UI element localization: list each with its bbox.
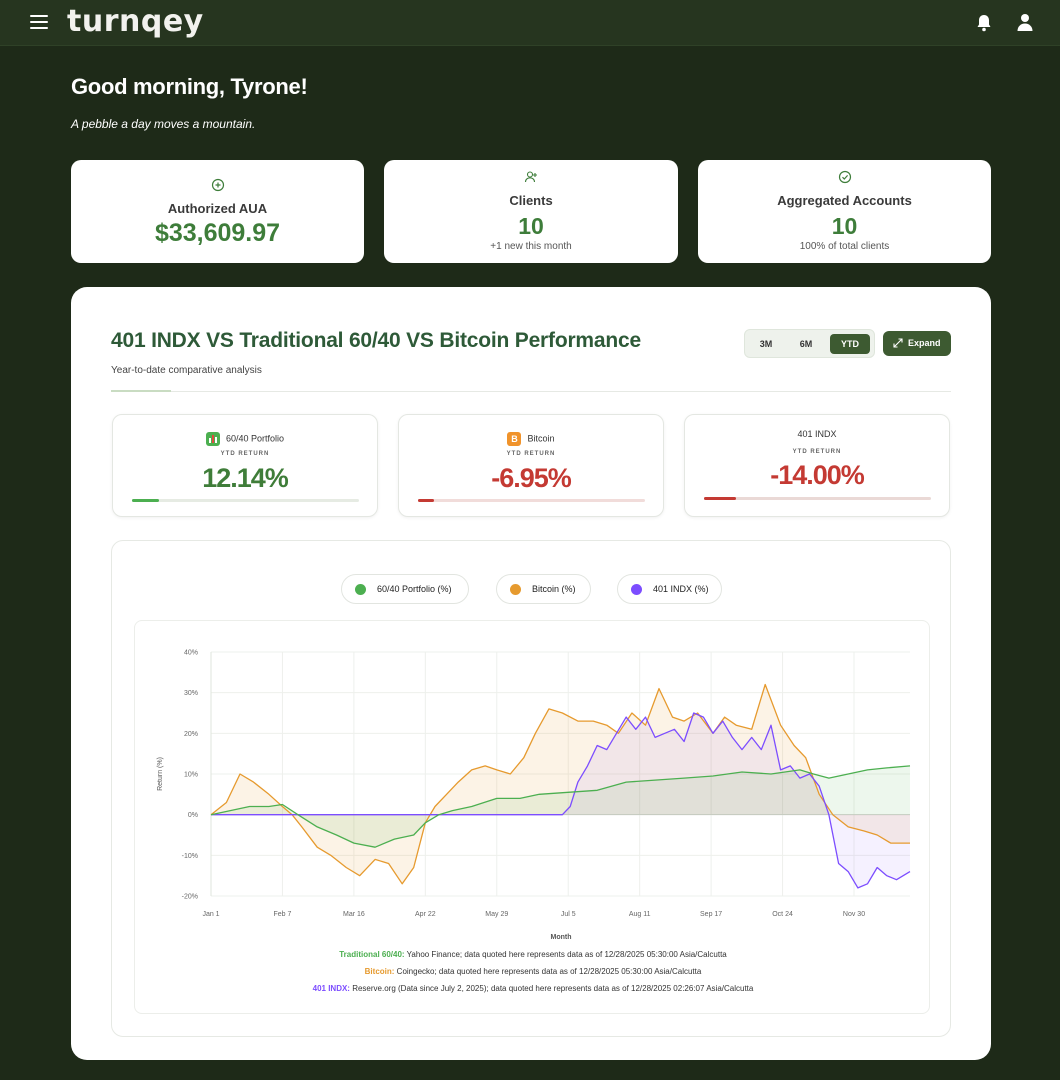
stat-label: Authorized AUA bbox=[167, 201, 268, 216]
legend-label: Bitcoin (%) bbox=[532, 584, 576, 594]
daily-quote: A pebble a day moves a mountain. bbox=[71, 117, 256, 131]
metric-name: 401 INDX bbox=[797, 429, 837, 439]
legend-label: 60/40 Portfolio (%) bbox=[377, 584, 452, 594]
legend-item-bitcoin[interactable]: Bitcoin (%) bbox=[496, 574, 591, 604]
x-tick-label: Apr 22 bbox=[415, 911, 436, 918]
metric-name: 60/40 Portfolio bbox=[225, 433, 285, 444]
legend-dot bbox=[510, 584, 521, 595]
check-circle-icon bbox=[838, 170, 851, 184]
divider-accent bbox=[111, 390, 171, 392]
expand-button[interactable]: Expand bbox=[883, 331, 951, 356]
series-line[interactable] bbox=[210, 683, 910, 885]
x-tick-label: Mar 16 bbox=[343, 911, 365, 918]
stat-card-accounts: Aggregated Accounts 10 100% of total cli… bbox=[698, 160, 991, 263]
series-line[interactable] bbox=[210, 765, 911, 848]
stat-sub: +1 new this month bbox=[490, 241, 572, 252]
legend-item-401indx[interactable]: 401 INDX (%) bbox=[617, 574, 722, 604]
metric-value: -6.95% bbox=[491, 463, 572, 493]
series-area bbox=[211, 765, 910, 848]
series-line[interactable] bbox=[211, 712, 911, 889]
source-name: Traditional 60/40: bbox=[339, 950, 405, 959]
y-tick-label: -20% bbox=[182, 894, 198, 901]
source-name: Bitcoin: bbox=[364, 967, 395, 976]
series-area bbox=[211, 684, 910, 884]
y-tick-label: 10% bbox=[184, 772, 198, 779]
x-tick-label: Jan 1 bbox=[202, 911, 219, 918]
x-axis-label: Month bbox=[551, 934, 572, 941]
x-tick-label: Aug 11 bbox=[629, 911, 651, 918]
x-tick-label: Nov 30 bbox=[843, 911, 865, 918]
stat-card-clients: Clients 10 +1 new this month bbox=[384, 160, 678, 263]
metric-value: -14.00% bbox=[770, 460, 865, 490]
stat-card-aua: Authorized AUA $33,609.97 bbox=[71, 160, 364, 263]
metric-value: 12.14% bbox=[202, 463, 289, 493]
series-area bbox=[211, 713, 910, 888]
stat-label: Aggregated Accounts bbox=[777, 193, 912, 208]
metric-progress-fill bbox=[704, 497, 736, 500]
y-tick-label: 30% bbox=[184, 690, 198, 697]
source-text: Yahoo Finance; data quoted here represen… bbox=[404, 950, 727, 959]
metric-card-401indx: 401 INDX YTD RETURN -14.00% bbox=[684, 414, 950, 517]
metric-progress bbox=[132, 499, 359, 502]
expand-icon bbox=[893, 338, 903, 348]
panel-subtitle: Year-to-date comparative analysis bbox=[111, 365, 262, 376]
metric-progress bbox=[704, 497, 931, 500]
y-tick-label: -10% bbox=[182, 853, 198, 860]
chart-card: 60/40 Portfolio (%) Bitcoin (%) 401 INDX… bbox=[111, 540, 951, 1037]
legend-label: 401 INDX (%) bbox=[653, 584, 709, 594]
metric-ytd-label: YTD RETURN bbox=[220, 451, 270, 457]
x-tick-label: Feb 7 bbox=[273, 911, 291, 918]
x-tick-label: Oct 24 bbox=[772, 911, 793, 918]
logo[interactable]: turnqey bbox=[67, 4, 204, 39]
performance-panel: 401 INDX VS Traditional 60/40 VS Bitcoin… bbox=[71, 287, 991, 1060]
range-6m-button[interactable]: 6M bbox=[799, 339, 813, 349]
plot-frame: -20% -10% 0% 10% 20% 30% 40% Jan 1 Feb 7 Mar 16 A… bbox=[134, 620, 930, 1014]
stat-label: Clients bbox=[509, 193, 553, 208]
y-tick-label: 20% bbox=[184, 731, 198, 738]
source-text: Reserve.org (Data since July 2, 2025); d… bbox=[349, 984, 754, 993]
source-name: 401 INDX: bbox=[312, 984, 350, 993]
range-ytd-button[interactable]: YTD bbox=[830, 334, 870, 354]
add-user-icon bbox=[524, 171, 537, 183]
plus-circle-icon bbox=[211, 178, 224, 192]
range-selector: 3M 6M YTD bbox=[744, 329, 875, 358]
x-tick-label: Jul 5 bbox=[561, 911, 576, 918]
top-bar: turnqey bbox=[0, 0, 1060, 46]
stat-value: 10 bbox=[831, 213, 858, 239]
source-note-6040: Traditional 60/40: Yahoo Finance; data q… bbox=[113, 950, 953, 959]
source-note-bitcoin: Bitcoin: Coingecko; data quoted here rep… bbox=[113, 967, 953, 976]
bell-icon[interactable] bbox=[976, 14, 992, 32]
x-tick-label: May 29 bbox=[485, 911, 508, 918]
metric-progress-fill bbox=[418, 499, 434, 502]
y-tick-label: 0% bbox=[188, 812, 198, 819]
metric-progress-fill bbox=[132, 499, 160, 502]
panel-title: 401 INDX VS Traditional 60/40 VS Bitcoin… bbox=[111, 329, 641, 352]
metric-ytd-label: YTD RETURN bbox=[792, 449, 842, 455]
divider bbox=[111, 391, 951, 392]
source-text: Coingecko; data quoted here represents d… bbox=[394, 967, 702, 976]
source-note-401indx: 401 INDX: Reserve.org (Data since July 2… bbox=[113, 984, 953, 993]
performance-chart: -20% -10% 0% 10% 20% 30% 40% Jan 1 Feb 7 Mar 16 A… bbox=[157, 650, 911, 941]
metric-name: Bitcoin bbox=[527, 433, 555, 444]
metric-ytd-label: YTD RETURN bbox=[506, 451, 556, 457]
stat-value: $33,609.97 bbox=[154, 219, 281, 247]
metric-card-bitcoin: B Bitcoin YTD RETURN -6.95% bbox=[398, 414, 664, 517]
greeting: Good morning, Tyrone! bbox=[71, 74, 308, 99]
legend-dot bbox=[631, 584, 642, 595]
metric-progress bbox=[418, 499, 645, 502]
stat-sub: 100% of total clients bbox=[799, 241, 890, 252]
legend-item-6040[interactable]: 60/40 Portfolio (%) bbox=[341, 574, 469, 604]
legend-dot bbox=[355, 584, 366, 595]
stat-value: 10 bbox=[518, 213, 544, 239]
y-axis-label: Return (%) bbox=[157, 757, 164, 791]
menu-icon[interactable] bbox=[30, 15, 48, 31]
bitcoin-icon: B bbox=[507, 432, 522, 446]
bar-chart-icon bbox=[205, 432, 220, 446]
y-tick-label: 40% bbox=[184, 650, 198, 657]
x-tick-label: Sep 17 bbox=[700, 911, 722, 918]
range-3m-button[interactable]: 3M bbox=[759, 339, 773, 349]
metric-card-6040: 60/40 Portfolio YTD RETURN 12.14% bbox=[112, 414, 378, 517]
expand-label: Expand bbox=[908, 338, 941, 348]
user-icon[interactable] bbox=[1016, 13, 1034, 31]
